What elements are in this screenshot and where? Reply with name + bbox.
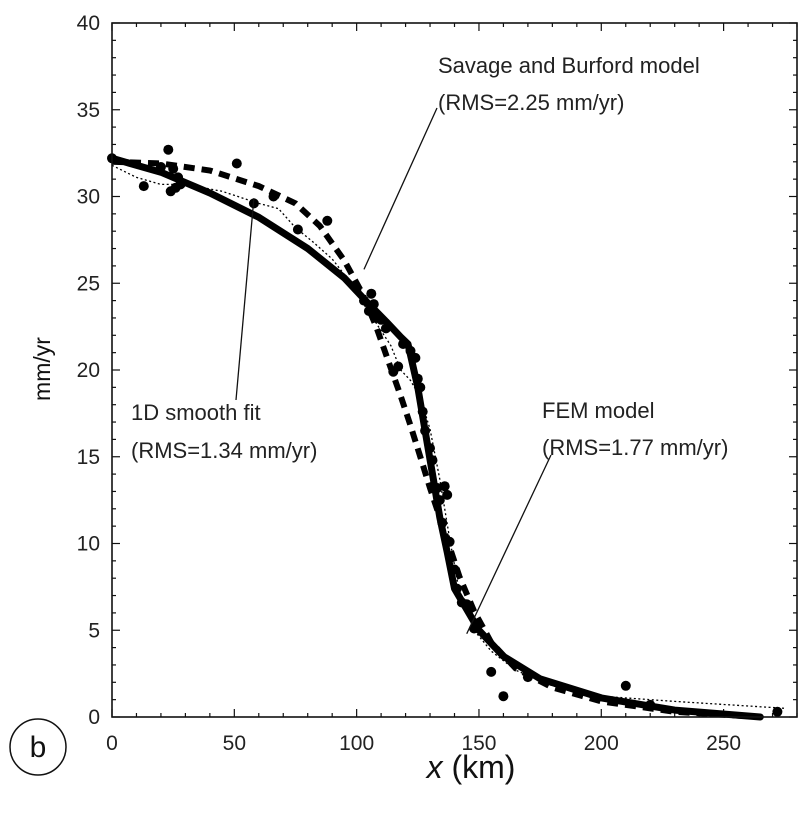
observation-point bbox=[268, 191, 279, 202]
axis-ticks: 0 5 10 15 20 25 30 35 40 0 50 100 150 200 250 bbox=[77, 12, 798, 755]
observation-point bbox=[444, 536, 455, 547]
observation-point bbox=[620, 680, 631, 691]
observation-point bbox=[393, 361, 404, 372]
leader-line-fem bbox=[466, 454, 552, 634]
y-tick-label: 25 bbox=[77, 272, 100, 295]
panel-label: b bbox=[30, 731, 47, 764]
y-tick-label: 20 bbox=[77, 359, 100, 382]
observation-point bbox=[522, 672, 533, 683]
y-axis-label: mm/yr bbox=[29, 337, 55, 401]
observation-point bbox=[168, 163, 179, 174]
x-tick-label: 50 bbox=[223, 732, 246, 755]
y-tick-label: 15 bbox=[77, 446, 100, 469]
observation-point bbox=[410, 352, 421, 363]
observation-point bbox=[434, 495, 445, 506]
leader-line-smooth-fit bbox=[235, 198, 255, 401]
observation-point bbox=[359, 295, 369, 306]
y-tick-label: 30 bbox=[77, 186, 100, 209]
leader-line-savage-burford bbox=[363, 107, 438, 270]
plot-frame bbox=[111, 22, 798, 718]
y-tick-label: 35 bbox=[77, 99, 100, 122]
y-tick-label: 5 bbox=[88, 619, 100, 642]
panel-label-circle bbox=[9, 718, 67, 776]
annotation-savage-burford-title: Savage and Burford model bbox=[438, 53, 700, 78]
observation-point bbox=[425, 443, 435, 454]
observation-point bbox=[439, 481, 450, 492]
annotation-leader-lines bbox=[235, 107, 552, 634]
observation-point bbox=[363, 306, 374, 316]
x-axis-label: x (km) bbox=[425, 749, 516, 785]
series-line-savage_burford bbox=[111, 158, 761, 720]
observation-point bbox=[412, 373, 423, 384]
observation-point bbox=[155, 162, 166, 172]
annotation-smooth-fit-title: 1D smooth fit bbox=[131, 400, 261, 425]
observation-points bbox=[107, 144, 783, 717]
annotation-fem-rms: (RMS=1.77 mm/yr) bbox=[542, 435, 728, 460]
observation-point bbox=[772, 706, 783, 717]
annotation-fem-title: FEM model bbox=[542, 398, 654, 423]
x-axis-variable: x bbox=[425, 749, 444, 785]
observation-point bbox=[175, 179, 186, 190]
observation-point bbox=[351, 283, 362, 294]
observation-point bbox=[138, 181, 149, 192]
observation-point bbox=[231, 158, 242, 169]
observation-point bbox=[437, 517, 448, 528]
x-tick-label: 150 bbox=[461, 732, 496, 755]
observation-point bbox=[498, 691, 509, 702]
observation-point bbox=[486, 666, 497, 677]
y-tick-label: 0 bbox=[88, 706, 100, 729]
observation-point bbox=[368, 299, 379, 310]
observation-point bbox=[376, 314, 387, 325]
x-tick-label: 0 bbox=[106, 732, 118, 755]
observation-point bbox=[366, 288, 377, 299]
x-axis-unit: (km) bbox=[443, 749, 516, 785]
observation-point bbox=[415, 382, 426, 393]
observation-point bbox=[427, 455, 438, 466]
annotation-savage-burford-rms: (RMS=2.25 mm/yr) bbox=[438, 90, 624, 115]
x-tick-label: 200 bbox=[584, 732, 619, 755]
x-tick-label: 100 bbox=[339, 732, 374, 755]
observation-point bbox=[449, 564, 460, 575]
observation-point bbox=[420, 425, 431, 436]
y-tick-label: 40 bbox=[77, 12, 100, 35]
observation-point bbox=[405, 345, 416, 356]
observation-point bbox=[398, 339, 409, 349]
observation-point bbox=[461, 599, 472, 610]
observation-point bbox=[451, 583, 462, 594]
y-tick-label: 10 bbox=[77, 533, 100, 556]
observation-point bbox=[292, 224, 303, 235]
observation-point bbox=[417, 406, 428, 417]
observation-point bbox=[322, 215, 333, 226]
x-tick-label: 250 bbox=[706, 732, 741, 755]
observation-point bbox=[469, 623, 480, 634]
observation-point bbox=[163, 144, 174, 155]
observation-point bbox=[645, 699, 656, 710]
annotation-smooth-fit-rms: (RMS=1.34 mm/yr) bbox=[131, 438, 317, 463]
observation-point bbox=[381, 323, 391, 334]
observation-point bbox=[442, 489, 453, 500]
